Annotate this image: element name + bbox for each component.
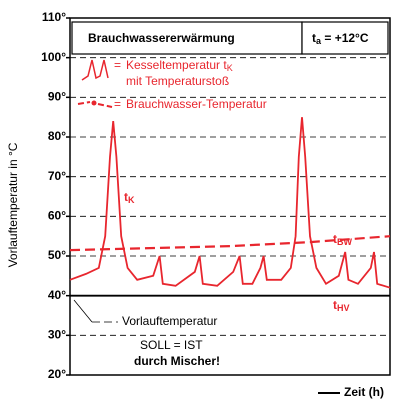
legend-entry: Brauchwasser-Temperatur <box>126 97 267 111</box>
pointer <box>73 299 93 323</box>
y-tick-label: 60° <box>48 209 66 223</box>
annotation: tHV <box>333 298 350 313</box>
annotation: durch Mischer! <box>134 354 220 368</box>
y-tick-label: 100° <box>41 50 66 64</box>
series-line <box>69 235 391 252</box>
y-tick-label: 40° <box>48 288 66 302</box>
chart-title: Brauchwassererwärmung <box>88 31 235 45</box>
y-axis-label: Vorlauftemperatur in °C <box>6 142 20 267</box>
y-tick-label: 110° <box>42 10 66 24</box>
temp-box <box>301 21 389 55</box>
sub: K <box>227 63 233 73</box>
legend-entry: Kesseltemperatur tK <box>126 58 233 73</box>
x-axis-label: Zeit (h) <box>344 385 384 399</box>
t: t <box>124 190 128 204</box>
legend-dot <box>91 100 97 106</box>
annotation: SOLL = IST <box>140 338 203 352</box>
t: t <box>333 298 337 312</box>
y-tick-label: 70° <box>48 169 66 183</box>
legend-icon-boiler <box>81 59 109 81</box>
annotation: tK <box>124 190 135 205</box>
y-tick-label: 50° <box>48 248 66 262</box>
rest: = +12°C <box>321 31 369 45</box>
y-tick-label: 20° <box>48 367 66 381</box>
sub: HV <box>337 303 350 313</box>
outside-temp: ta = +12°C <box>312 31 369 46</box>
legend-prefix: = <box>114 58 121 72</box>
legend-entry-line2: mit Temperaturstoß <box>126 74 229 88</box>
legend-icon-dhw <box>77 101 91 105</box>
sub: BW <box>337 237 352 247</box>
y-tick-label: 80° <box>48 129 66 143</box>
sub: a <box>316 36 322 46</box>
t: t <box>333 232 337 246</box>
t: t <box>312 31 316 45</box>
sub: K <box>128 195 135 205</box>
y-tick-label: 30° <box>48 328 66 342</box>
legend-prefix: = <box>114 97 121 111</box>
y-tick-label: 90° <box>48 90 66 104</box>
vorlauf-label: Vorlauftemperatur <box>122 314 217 328</box>
annotation: tBW <box>333 232 352 247</box>
name: Kesseltemperatur t <box>126 58 227 72</box>
series-line <box>69 117 391 289</box>
legend-icon-dhw2 <box>97 103 113 108</box>
